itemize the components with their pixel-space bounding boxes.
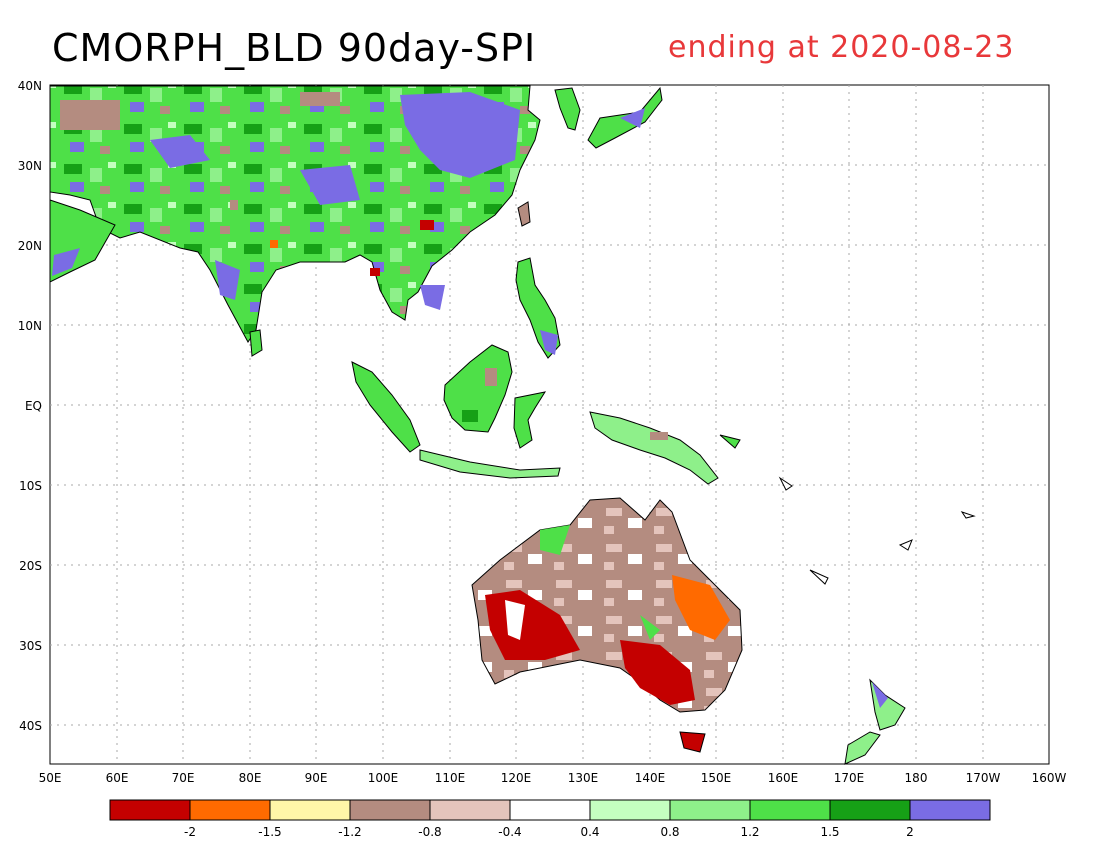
new-guinea-landmass (589, 411, 719, 485)
sulawesi-landmass (513, 391, 547, 449)
legend-swatch (589, 799, 671, 821)
lon-label: 150E (701, 771, 732, 785)
legend-label: 0.4 (580, 825, 599, 839)
legend-swatch (509, 799, 591, 821)
lon-label: 170E (834, 771, 865, 785)
lon-label: 100E (368, 771, 399, 785)
lat-label: 20S (19, 559, 42, 573)
lon-label: 70E (172, 771, 195, 785)
legend-label: -0.8 (418, 825, 441, 839)
legend-swatch (829, 799, 911, 821)
lat-label: 40S (19, 719, 42, 733)
latitude-labels: 40N 30N 20N 10N EQ 10S 20S 30S 40S (18, 79, 42, 733)
longitude-labels: 50E 60E 70E 80E 90E 100E 110E 120E 130E … (39, 771, 1067, 785)
lat-label: 10S (19, 479, 42, 493)
asia-landmass (49, 85, 541, 343)
lat-label: 20N (18, 239, 42, 253)
borneo-landmass (443, 344, 513, 433)
lon-label: 110E (435, 771, 466, 785)
sumatra-landmass (351, 361, 421, 453)
legend-label: 1.2 (740, 825, 759, 839)
legend-label: 2 (906, 825, 914, 839)
legend-swatch (669, 799, 751, 821)
legend-label: -2 (184, 825, 196, 839)
lon-label: 90E (305, 771, 328, 785)
map-title: CMORPH_BLD 90day-SPI (52, 26, 537, 70)
legend-label: 1.5 (820, 825, 839, 839)
legend-swatch (189, 799, 271, 821)
lon-label: 160E (768, 771, 799, 785)
lat-label: EQ (25, 399, 42, 413)
map-date-label: ending at 2020-08-23 (668, 30, 1015, 65)
legend-label: 0.8 (660, 825, 679, 839)
lon-label: 160W (1032, 771, 1067, 785)
legend-label: -1.2 (338, 825, 361, 839)
japan-landmass (554, 86, 663, 149)
legend-label: -0.4 (498, 825, 521, 839)
legend-swatch (429, 799, 511, 821)
pacific-islands (778, 476, 976, 585)
legend-swatch (109, 799, 191, 821)
legend-swatch (269, 799, 351, 821)
lat-label: 30S (19, 639, 42, 653)
lon-label: 60E (106, 771, 129, 785)
legend-swatch (909, 799, 991, 821)
map-panel (49, 84, 1050, 765)
legend-label: -1.5 (258, 825, 281, 839)
australia-landmass (471, 497, 743, 753)
lat-label: 30N (18, 159, 42, 173)
java-landmass (419, 449, 561, 479)
taiwan-landmass (517, 201, 531, 227)
lon-label: 80E (239, 771, 262, 785)
legend-swatch (749, 799, 831, 821)
color-legend: -2 -1.5 -1.2 -0.8 -0.4 0.4 0.8 1.2 1.5 2 (109, 799, 991, 839)
lon-label: 130E (568, 771, 599, 785)
lon-label: 170W (966, 771, 1001, 785)
lon-label: 50E (39, 771, 62, 785)
sri-lanka-landmass (249, 329, 263, 357)
lon-label: 180 (905, 771, 928, 785)
lat-label: 10N (18, 319, 42, 333)
lon-label: 140E (635, 771, 666, 785)
lon-label: 120E (501, 771, 532, 785)
legend-swatch (349, 799, 431, 821)
lat-label: 40N (18, 79, 42, 93)
